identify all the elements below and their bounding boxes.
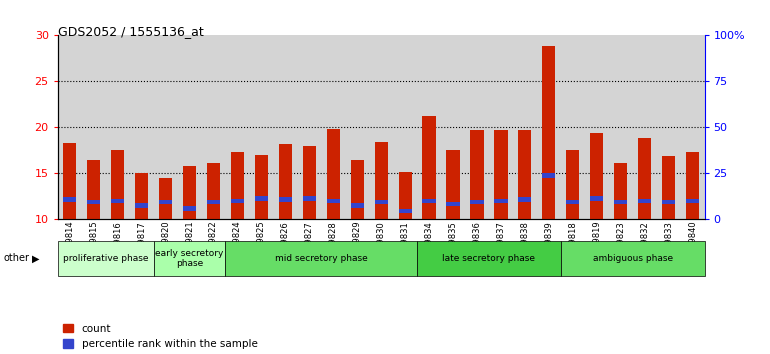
Bar: [111, 199, 124, 203]
Bar: [207, 200, 220, 204]
Bar: [255, 196, 268, 201]
Bar: [87, 200, 100, 204]
Bar: [350, 160, 363, 219]
Bar: [423, 116, 436, 219]
Bar: [226, 241, 417, 276]
Bar: [518, 130, 531, 219]
Bar: [350, 203, 363, 208]
Bar: [303, 146, 316, 219]
Bar: [614, 200, 628, 204]
Bar: [63, 143, 76, 219]
Bar: [135, 173, 148, 219]
Bar: [662, 200, 675, 204]
Bar: [518, 197, 531, 201]
Text: proliferative phase: proliferative phase: [63, 254, 149, 263]
Bar: [183, 206, 196, 211]
Bar: [566, 150, 579, 219]
Bar: [561, 241, 705, 276]
Text: early secretory
phase: early secretory phase: [156, 249, 224, 268]
Bar: [423, 199, 436, 203]
Bar: [326, 129, 340, 219]
Bar: [58, 241, 153, 276]
Bar: [447, 201, 460, 206]
Text: ambiguous phase: ambiguous phase: [593, 254, 673, 263]
Text: other: other: [4, 253, 30, 263]
Bar: [153, 241, 226, 276]
Bar: [542, 46, 555, 219]
Bar: [159, 200, 172, 204]
Bar: [279, 144, 292, 219]
Text: mid secretory phase: mid secretory phase: [275, 254, 367, 263]
Bar: [686, 199, 699, 203]
Text: GDS2052 / 1555136_at: GDS2052 / 1555136_at: [58, 25, 203, 38]
Bar: [63, 197, 76, 201]
Bar: [374, 142, 388, 219]
Bar: [614, 163, 628, 219]
Bar: [470, 200, 484, 204]
Bar: [279, 197, 292, 201]
Bar: [374, 200, 388, 204]
Bar: [590, 196, 604, 201]
Bar: [135, 203, 148, 208]
Bar: [470, 130, 484, 219]
Bar: [638, 138, 651, 219]
Text: ▶: ▶: [32, 253, 40, 263]
Text: late secretory phase: late secretory phase: [443, 254, 535, 263]
Legend: count, percentile rank within the sample: count, percentile rank within the sample: [63, 324, 258, 349]
Bar: [399, 172, 412, 219]
Bar: [326, 199, 340, 203]
Bar: [231, 199, 244, 203]
Bar: [494, 130, 507, 219]
Bar: [447, 150, 460, 219]
Bar: [159, 178, 172, 219]
Bar: [111, 150, 124, 219]
Bar: [638, 199, 651, 203]
Bar: [542, 173, 555, 178]
Bar: [303, 196, 316, 201]
Bar: [494, 199, 507, 203]
Bar: [207, 163, 220, 219]
Bar: [417, 241, 561, 276]
Bar: [399, 209, 412, 213]
Bar: [231, 152, 244, 219]
Bar: [566, 200, 579, 204]
Bar: [255, 155, 268, 219]
Bar: [686, 152, 699, 219]
Bar: [590, 133, 604, 219]
Bar: [87, 160, 100, 219]
Bar: [662, 156, 675, 219]
Bar: [183, 166, 196, 219]
